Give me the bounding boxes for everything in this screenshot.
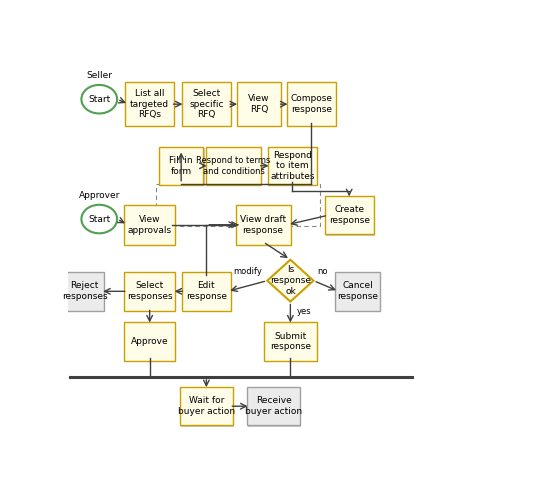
FancyBboxPatch shape xyxy=(337,273,381,312)
Text: Receive
buyer action: Receive buyer action xyxy=(245,396,302,416)
Text: Create
response: Create response xyxy=(328,206,370,225)
FancyBboxPatch shape xyxy=(181,388,234,426)
Text: Seller: Seller xyxy=(86,72,112,81)
Ellipse shape xyxy=(81,205,117,233)
FancyBboxPatch shape xyxy=(124,322,175,361)
FancyBboxPatch shape xyxy=(67,273,105,312)
FancyBboxPatch shape xyxy=(326,197,375,236)
Text: Select
specific
RFQ: Select specific RFQ xyxy=(189,89,224,120)
FancyBboxPatch shape xyxy=(183,273,232,312)
FancyBboxPatch shape xyxy=(127,83,175,127)
Text: Select
responses: Select responses xyxy=(127,282,172,301)
Text: Fill in
form: Fill in form xyxy=(169,156,193,176)
FancyBboxPatch shape xyxy=(288,83,337,127)
FancyBboxPatch shape xyxy=(287,82,335,126)
Text: Start: Start xyxy=(88,95,111,104)
FancyBboxPatch shape xyxy=(180,387,233,425)
FancyBboxPatch shape xyxy=(159,147,203,185)
FancyBboxPatch shape xyxy=(206,147,261,185)
FancyBboxPatch shape xyxy=(124,272,175,311)
FancyBboxPatch shape xyxy=(265,324,318,362)
Text: modify: modify xyxy=(233,267,262,276)
Text: Reject
responses: Reject responses xyxy=(62,282,107,301)
FancyBboxPatch shape xyxy=(182,82,231,126)
FancyBboxPatch shape xyxy=(208,148,262,186)
FancyBboxPatch shape xyxy=(248,388,301,426)
FancyBboxPatch shape xyxy=(264,322,317,361)
FancyBboxPatch shape xyxy=(325,196,373,235)
FancyBboxPatch shape xyxy=(160,148,205,186)
Text: Is
response
ok: Is response ok xyxy=(270,265,311,296)
Text: View
RFQ: View RFQ xyxy=(248,94,269,114)
FancyBboxPatch shape xyxy=(247,387,300,425)
Text: View
approvals: View approvals xyxy=(127,215,172,235)
Text: Approver: Approver xyxy=(79,191,120,200)
Text: Respond to terms
and conditions: Respond to terms and conditions xyxy=(197,156,271,176)
FancyBboxPatch shape xyxy=(124,205,175,245)
FancyBboxPatch shape xyxy=(183,83,232,127)
FancyBboxPatch shape xyxy=(237,206,292,246)
Text: Wait for
buyer action: Wait for buyer action xyxy=(178,396,235,416)
FancyBboxPatch shape xyxy=(126,324,176,362)
FancyBboxPatch shape xyxy=(237,82,281,126)
Text: View draft
response: View draft response xyxy=(240,215,286,235)
Text: Start: Start xyxy=(88,214,111,224)
Text: Respond
to item
attributes: Respond to item attributes xyxy=(270,151,315,181)
Text: Compose
response: Compose response xyxy=(291,94,332,114)
Text: List all
targeted
RFQs: List all targeted RFQs xyxy=(130,89,169,120)
Text: Approve: Approve xyxy=(131,337,169,346)
FancyBboxPatch shape xyxy=(66,272,104,311)
FancyBboxPatch shape xyxy=(126,273,176,312)
FancyBboxPatch shape xyxy=(269,148,318,186)
FancyBboxPatch shape xyxy=(182,272,231,311)
FancyBboxPatch shape xyxy=(335,272,380,311)
FancyBboxPatch shape xyxy=(236,205,291,245)
Text: Edit
response: Edit response xyxy=(186,282,227,301)
Ellipse shape xyxy=(81,85,117,114)
Text: no: no xyxy=(318,267,328,276)
Text: Submit
response: Submit response xyxy=(270,331,311,351)
Polygon shape xyxy=(267,260,313,301)
Text: yes: yes xyxy=(296,307,311,316)
FancyBboxPatch shape xyxy=(126,206,176,246)
FancyBboxPatch shape xyxy=(125,82,174,126)
FancyBboxPatch shape xyxy=(268,147,317,185)
FancyBboxPatch shape xyxy=(238,83,282,127)
Text: Cancel
response: Cancel response xyxy=(337,282,378,301)
